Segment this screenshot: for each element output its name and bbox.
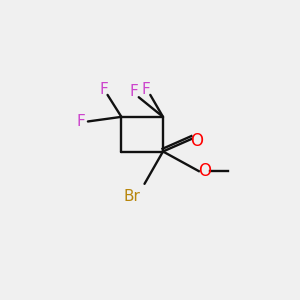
Text: F: F bbox=[141, 82, 150, 97]
Text: F: F bbox=[130, 84, 139, 99]
Text: O: O bbox=[198, 162, 211, 180]
Text: F: F bbox=[76, 114, 85, 129]
Text: F: F bbox=[100, 82, 109, 97]
Text: O: O bbox=[190, 132, 203, 150]
Text: Br: Br bbox=[123, 189, 140, 204]
